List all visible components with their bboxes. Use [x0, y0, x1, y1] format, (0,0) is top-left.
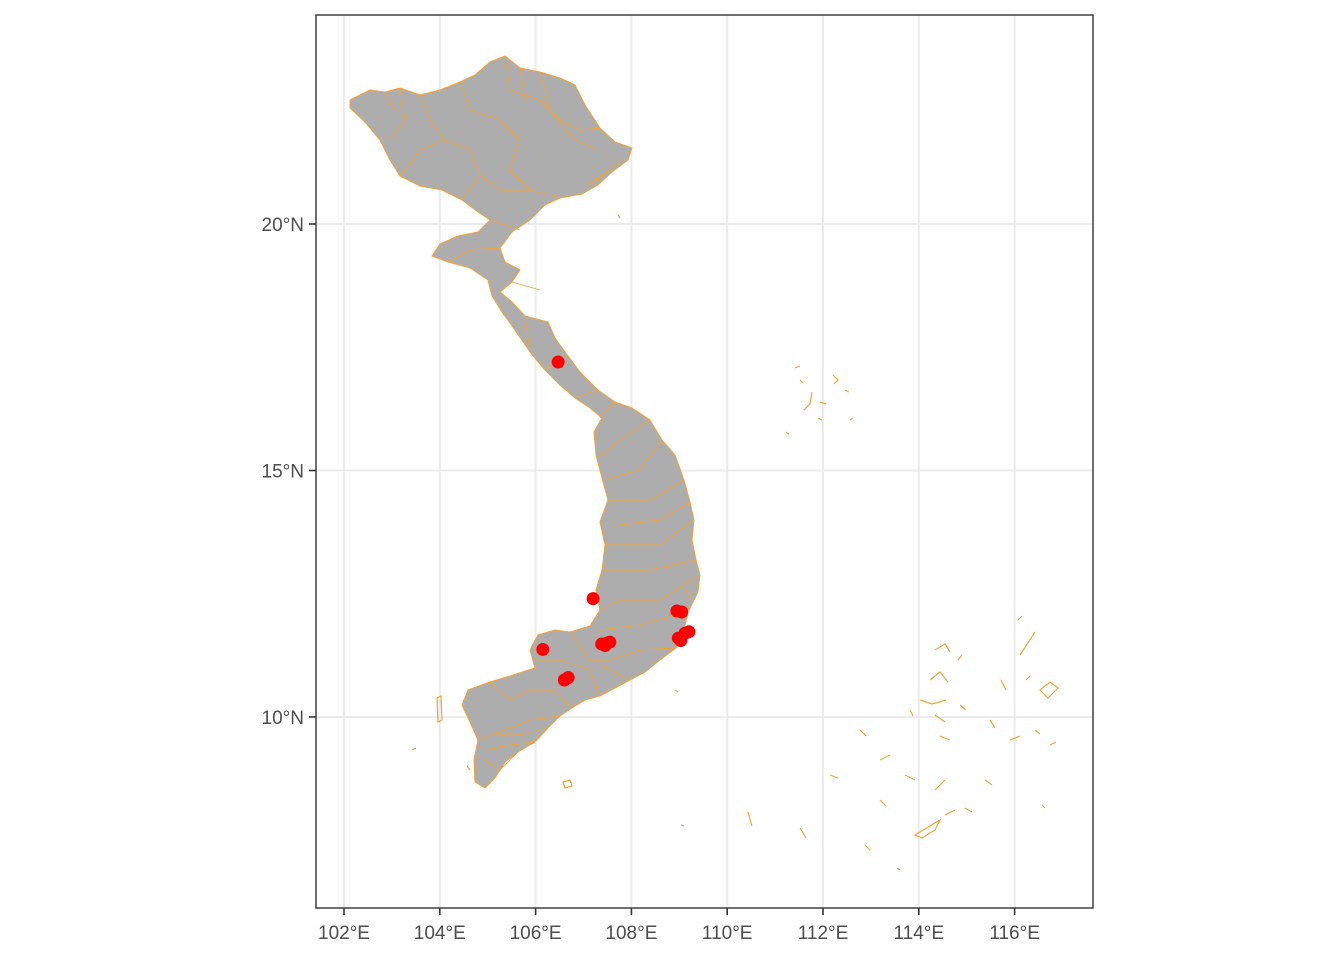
y-tick-label: 20°N: [262, 215, 304, 236]
x-tick-label: 104°E: [414, 923, 466, 944]
panel-border: [315, 14, 1094, 909]
x-tick-label: 106°E: [510, 923, 562, 944]
spratly-islands-outline: [747, 615, 1059, 871]
spratly-islands: [747, 615, 1059, 871]
observation-point: [603, 635, 617, 649]
vietnam-mainland: [349, 55, 701, 827]
province-borders: [384, 55, 701, 771]
x-tick-label: 112°E: [798, 923, 849, 944]
observation-point: [675, 605, 689, 619]
x-tick-label: 114°E: [894, 923, 945, 944]
x-tick-label: 108°E: [605, 923, 657, 944]
axes: 102°E 104°E 106°E 108°E 110°E 112°E 114°E 116°E…: [262, 215, 1040, 944]
observation-point: [536, 642, 550, 656]
vietnam-land: [349, 55, 701, 789]
observation-point: [557, 673, 571, 687]
paracel-islands-outline: [785, 365, 854, 435]
paracel-islands: [785, 365, 854, 435]
x-tick-label: 102°E: [318, 923, 370, 944]
x-tick-label: 116°E: [989, 923, 1040, 944]
observation-points: [536, 355, 696, 687]
observation-point: [586, 592, 600, 606]
observation-point: [551, 355, 565, 369]
observation-point: [674, 634, 688, 648]
x-tick-label: 110°E: [702, 923, 753, 944]
y-tick-label: 10°N: [262, 708, 304, 729]
coastal-islands: [411, 159, 691, 827]
y-tick-label: 15°N: [262, 462, 304, 483]
